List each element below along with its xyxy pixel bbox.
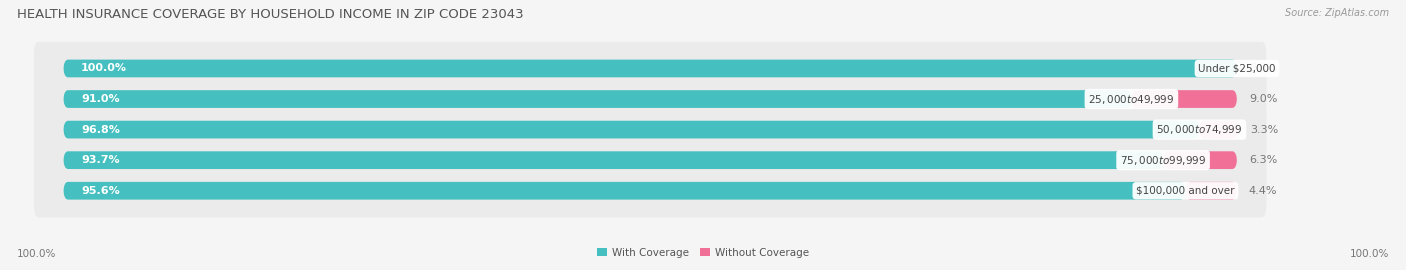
FancyBboxPatch shape — [34, 103, 1267, 156]
Text: 100.0%: 100.0% — [1350, 249, 1389, 259]
Text: 100.0%: 100.0% — [82, 63, 127, 73]
Text: 6.3%: 6.3% — [1249, 155, 1277, 165]
Text: $75,000 to $99,999: $75,000 to $99,999 — [1121, 154, 1206, 167]
Text: 93.7%: 93.7% — [82, 155, 120, 165]
FancyBboxPatch shape — [63, 151, 1163, 169]
Text: $100,000 and over: $100,000 and over — [1136, 186, 1234, 196]
Text: 91.0%: 91.0% — [82, 94, 120, 104]
FancyBboxPatch shape — [63, 121, 1199, 139]
Text: 96.8%: 96.8% — [82, 124, 120, 135]
Text: Source: ZipAtlas.com: Source: ZipAtlas.com — [1285, 8, 1389, 18]
FancyBboxPatch shape — [63, 90, 1132, 108]
Text: 4.4%: 4.4% — [1249, 186, 1277, 196]
Text: 100.0%: 100.0% — [17, 249, 56, 259]
FancyBboxPatch shape — [1199, 121, 1239, 139]
FancyBboxPatch shape — [34, 134, 1267, 187]
Text: 95.6%: 95.6% — [82, 186, 120, 196]
FancyBboxPatch shape — [1163, 151, 1237, 169]
Text: $50,000 to $74,999: $50,000 to $74,999 — [1156, 123, 1243, 136]
Text: Under $25,000: Under $25,000 — [1198, 63, 1275, 73]
Legend: With Coverage, Without Coverage: With Coverage, Without Coverage — [592, 244, 814, 262]
FancyBboxPatch shape — [1132, 90, 1237, 108]
Text: HEALTH INSURANCE COVERAGE BY HOUSEHOLD INCOME IN ZIP CODE 23043: HEALTH INSURANCE COVERAGE BY HOUSEHOLD I… — [17, 8, 523, 21]
FancyBboxPatch shape — [34, 72, 1267, 126]
Text: $25,000 to $49,999: $25,000 to $49,999 — [1088, 93, 1174, 106]
Text: 9.0%: 9.0% — [1249, 94, 1277, 104]
FancyBboxPatch shape — [1185, 182, 1237, 200]
FancyBboxPatch shape — [63, 182, 1185, 200]
FancyBboxPatch shape — [63, 60, 1237, 77]
FancyBboxPatch shape — [34, 164, 1267, 217]
Text: 0.0%: 0.0% — [1249, 63, 1277, 73]
FancyBboxPatch shape — [34, 42, 1267, 95]
Text: 3.3%: 3.3% — [1250, 124, 1278, 135]
